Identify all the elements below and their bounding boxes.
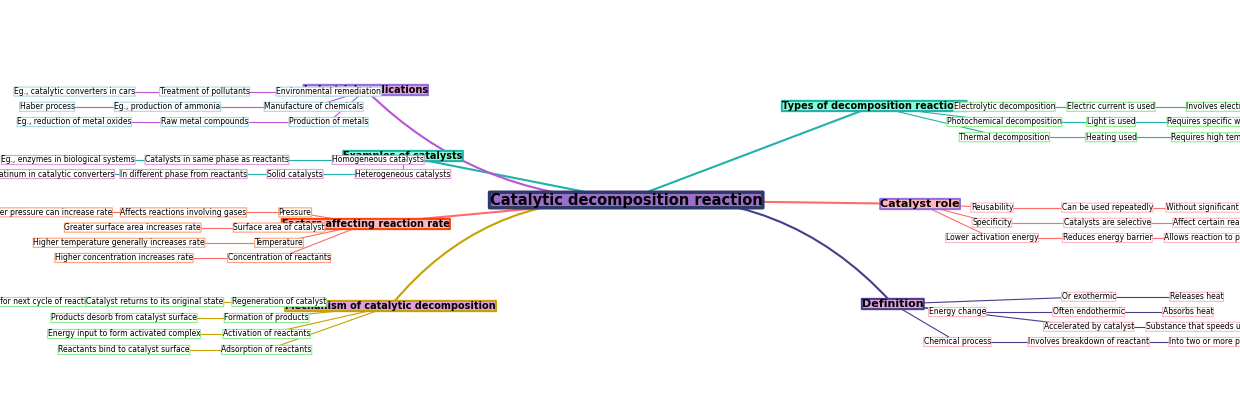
Text: Haber process: Haber process bbox=[20, 102, 74, 111]
Text: Higher concentration increases rate: Higher concentration increases rate bbox=[55, 254, 193, 262]
Text: Affect certain reactions: Affect certain reactions bbox=[1173, 218, 1240, 227]
Text: Specificity: Specificity bbox=[972, 218, 1012, 227]
Text: Absorbs heat: Absorbs heat bbox=[1163, 308, 1213, 316]
Text: Requires specific wavelengths: Requires specific wavelengths bbox=[1167, 118, 1240, 126]
Text: Catalysts are selective: Catalysts are selective bbox=[1064, 218, 1151, 227]
Text: Electric current is used: Electric current is used bbox=[1066, 102, 1156, 111]
Text: Requires high temperatures: Requires high temperatures bbox=[1172, 133, 1240, 142]
Text: Or exothermic: Or exothermic bbox=[1061, 292, 1116, 301]
Text: Homogeneous catalysts: Homogeneous catalysts bbox=[332, 156, 424, 164]
Text: Lower activation energy: Lower activation energy bbox=[946, 234, 1038, 242]
Text: Factors affecting reaction rate: Factors affecting reaction rate bbox=[281, 219, 450, 229]
Text: Products desorb from catalyst surface: Products desorb from catalyst surface bbox=[51, 314, 197, 322]
Text: Involves breakdown of reactant: Involves breakdown of reactant bbox=[1028, 338, 1149, 346]
Text: Eg., platinum in catalytic converters: Eg., platinum in catalytic converters bbox=[0, 170, 114, 178]
Text: Temperature: Temperature bbox=[254, 238, 304, 247]
Text: Involves electrolysis: Involves electrolysis bbox=[1187, 102, 1240, 111]
Text: Chemical process: Chemical process bbox=[924, 338, 991, 346]
Text: Accelerated by catalyst: Accelerated by catalyst bbox=[1044, 322, 1133, 331]
Text: Eg., enzymes in biological systems: Eg., enzymes in biological systems bbox=[1, 156, 135, 164]
Text: Catalysts in same phase as reactants: Catalysts in same phase as reactants bbox=[145, 156, 289, 164]
Text: Formation of products: Formation of products bbox=[224, 314, 309, 322]
Text: Eg., reduction of metal oxides: Eg., reduction of metal oxides bbox=[17, 118, 131, 126]
Text: Manufacture of chemicals: Manufacture of chemicals bbox=[264, 102, 363, 111]
Text: Eg., catalytic converters in cars: Eg., catalytic converters in cars bbox=[14, 87, 135, 96]
Text: Raw metal compounds: Raw metal compounds bbox=[161, 118, 248, 126]
Text: Thermal decomposition: Thermal decomposition bbox=[960, 133, 1049, 142]
Text: Solid catalysts: Solid catalysts bbox=[268, 170, 322, 178]
Text: Heterogeneous catalysts: Heterogeneous catalysts bbox=[356, 170, 450, 178]
Text: In different phase from reactants: In different phase from reactants bbox=[120, 170, 247, 178]
Text: Light is used: Light is used bbox=[1086, 118, 1136, 126]
Text: Greater surface area increases rate: Greater surface area increases rate bbox=[64, 223, 201, 232]
Text: Treatment of pollutants: Treatment of pollutants bbox=[160, 87, 249, 96]
Text: Into two or more products: Into two or more products bbox=[1169, 338, 1240, 346]
Text: Environmental remediation: Environmental remediation bbox=[277, 87, 381, 96]
Text: Substance that speeds up reaction: Substance that speeds up reaction bbox=[1146, 322, 1240, 331]
Text: Energy change: Energy change bbox=[929, 308, 986, 316]
Text: Energy input to form activated complex: Energy input to form activated complex bbox=[47, 330, 201, 338]
Text: Types of decomposition reactions: Types of decomposition reactions bbox=[782, 101, 966, 111]
Text: Releases heat: Releases heat bbox=[1169, 292, 1224, 301]
Text: Catalytic decomposition reaction: Catalytic decomposition reaction bbox=[490, 192, 763, 208]
Text: Mechanism of catalytic decomposition: Mechanism of catalytic decomposition bbox=[285, 301, 496, 311]
Text: Examples of catalysts: Examples of catalysts bbox=[343, 151, 463, 161]
Text: Reduces energy barrier: Reduces energy barrier bbox=[1063, 234, 1152, 242]
Text: Activation of reactants: Activation of reactants bbox=[223, 330, 310, 338]
Text: Ready for next cycle of reaction: Ready for next cycle of reaction bbox=[0, 298, 95, 306]
Text: Heating used: Heating used bbox=[1085, 133, 1137, 142]
Text: Without significant loss of activity: Without significant loss of activity bbox=[1166, 203, 1240, 212]
Text: Definition: Definition bbox=[862, 299, 924, 309]
Text: Catalyst returns to its original state: Catalyst returns to its original state bbox=[87, 298, 223, 306]
Text: Higher pressure can increase rate: Higher pressure can increase rate bbox=[0, 208, 113, 217]
Text: Production of metals: Production of metals bbox=[289, 118, 368, 126]
Text: Reactants bind to catalyst surface: Reactants bind to catalyst surface bbox=[58, 346, 190, 354]
Text: Higher temperature generally increases rate: Higher temperature generally increases r… bbox=[33, 238, 205, 247]
Text: Photochemical decomposition: Photochemical decomposition bbox=[947, 118, 1061, 126]
Text: Surface area of catalyst: Surface area of catalyst bbox=[233, 223, 325, 232]
Text: Pressure: Pressure bbox=[279, 208, 311, 217]
Text: Adsorption of reactants: Adsorption of reactants bbox=[222, 346, 311, 354]
Text: Can be used repeatedly: Can be used repeatedly bbox=[1061, 203, 1153, 212]
Text: Industrial applications: Industrial applications bbox=[304, 85, 428, 95]
Text: Regeneration of catalyst: Regeneration of catalyst bbox=[232, 298, 326, 306]
Text: Concentration of reactants: Concentration of reactants bbox=[227, 254, 331, 262]
Text: Reusability: Reusability bbox=[971, 203, 1013, 212]
Text: Allows reaction to proceed faster: Allows reaction to proceed faster bbox=[1164, 234, 1240, 242]
Text: Catalyst role: Catalyst role bbox=[880, 199, 960, 209]
Text: Eg., production of ammonia: Eg., production of ammonia bbox=[114, 102, 221, 111]
Text: Affects reactions involving gases: Affects reactions involving gases bbox=[120, 208, 247, 217]
Text: Often endothermic: Often endothermic bbox=[1053, 308, 1125, 316]
Text: Electrolytic decomposition: Electrolytic decomposition bbox=[954, 102, 1055, 111]
